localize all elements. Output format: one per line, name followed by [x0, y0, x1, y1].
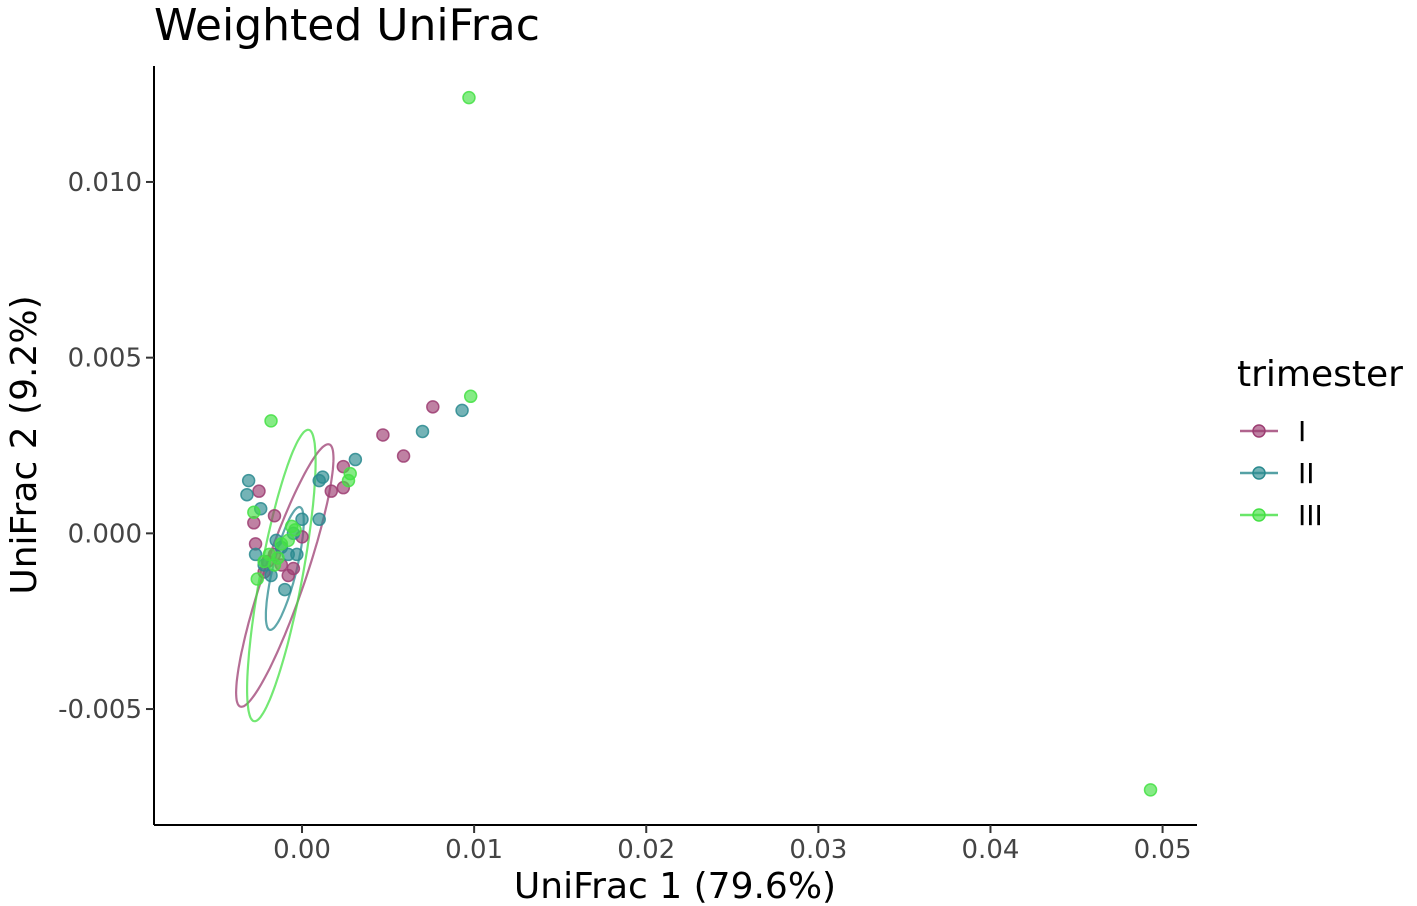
point-II — [290, 547, 304, 562]
point-III — [1143, 783, 1158, 797]
y-axis-ticks: -0.005 0.000 0.005 0.010 — [58, 168, 154, 725]
y-tick-label: 0.000 — [68, 519, 142, 549]
chart-title: Weighted UniFrac — [154, 0, 540, 51]
point-I — [324, 484, 339, 498]
ellipse-III — [246, 428, 317, 723]
point-III — [281, 533, 295, 548]
point-II — [295, 512, 309, 527]
x-tick-label: 0.04 — [962, 835, 1020, 865]
plot-area: 0.00 0.01 0.02 0.03 0.04 0.05 -0.005 0.000 0.00… — [58, 66, 1197, 865]
legend-key-point-I — [1252, 424, 1266, 438]
ellipse-II — [264, 505, 305, 632]
y-axis-title: UniFrac 2 (9.2%) — [4, 295, 45, 594]
legend-key-point-II — [1252, 466, 1266, 480]
point-II — [248, 547, 263, 562]
y-tick-label: 0.010 — [68, 168, 142, 198]
point-III — [250, 572, 265, 586]
x-tick-label: 0.01 — [445, 835, 503, 865]
point-II — [278, 582, 292, 597]
x-axis-title: UniFrac 1 (79.6%) — [514, 866, 836, 906]
y-tick-label: 0.005 — [68, 344, 142, 374]
y-tick-label: -0.005 — [58, 695, 142, 725]
point-I — [267, 509, 282, 523]
legend-label-I: I — [1298, 415, 1306, 448]
legend-title: trimester — [1237, 354, 1403, 395]
point-II — [348, 452, 363, 467]
point-I — [286, 561, 301, 576]
point-I — [426, 400, 440, 414]
x-tick-label: 0.03 — [789, 835, 847, 865]
point-I — [252, 484, 266, 498]
data-points — [240, 90, 1158, 797]
x-tick-label: 0.00 — [273, 835, 331, 865]
x-axis-ticks: 0.00 0.01 0.02 0.03 0.04 0.05 — [273, 825, 1192, 865]
x-tick-label: 0.05 — [1134, 835, 1192, 865]
point-II — [455, 403, 469, 418]
point-III — [341, 473, 356, 488]
point-III — [257, 554, 271, 569]
point-I — [396, 449, 411, 463]
point-III — [247, 505, 261, 520]
point-III — [462, 90, 476, 105]
point-III — [284, 519, 299, 534]
point-III — [264, 414, 278, 428]
point-II — [312, 473, 326, 488]
confidence-ellipses — [234, 428, 335, 723]
point-II — [240, 487, 254, 502]
point-II — [415, 424, 430, 439]
legend-label-II: II — [1298, 457, 1315, 490]
point-II — [241, 473, 256, 488]
ellipse-I — [234, 443, 335, 708]
point-I — [376, 428, 390, 442]
legend-label-III: III — [1298, 499, 1323, 532]
legend-key-point-III — [1252, 508, 1266, 522]
x-tick-label: 0.02 — [617, 835, 675, 865]
point-III — [463, 389, 478, 404]
point-II — [312, 512, 326, 527]
